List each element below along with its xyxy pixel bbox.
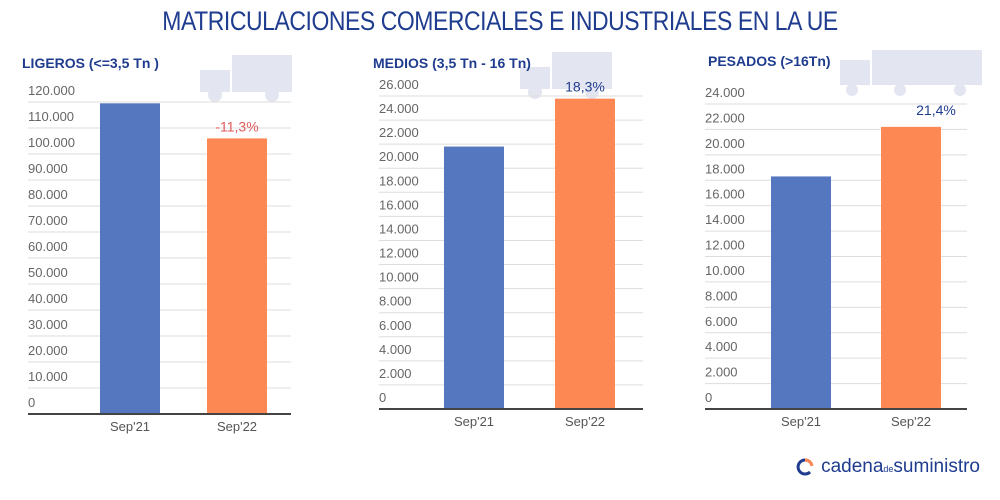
y-tick-label: 10.000 xyxy=(379,270,419,285)
bar-sep21 xyxy=(444,146,504,410)
y-tick-label: 10.000 xyxy=(28,369,68,384)
y-tick-label: 120.000 xyxy=(28,83,75,98)
change-annotation: 18,3% xyxy=(565,79,605,95)
y-tick-label: 18.000 xyxy=(705,161,745,176)
y-tick-label: 2.000 xyxy=(705,365,738,380)
bar-sep21 xyxy=(771,176,831,409)
y-tick-label: 12.000 xyxy=(705,238,745,253)
y-tick-label: 100.000 xyxy=(28,135,75,150)
y-tick-label: 14.000 xyxy=(379,221,419,236)
y-tick-label: 6.000 xyxy=(705,314,738,329)
page-title: MATRICULACIONES COMERCIALES E INDUSTRIAL… xyxy=(162,6,838,36)
van-icon xyxy=(200,55,292,102)
y-tick-label: 0 xyxy=(705,390,712,405)
y-tick-label: 14.000 xyxy=(705,212,745,227)
trailer-truck-icon xyxy=(840,50,982,96)
x-tick-label: Sep'21 xyxy=(781,414,821,429)
change-annotation: -11,3% xyxy=(215,118,258,134)
y-tick-label: 80.000 xyxy=(28,187,68,202)
y-tick-label: 22.000 xyxy=(379,125,419,140)
y-tick-label: 0 xyxy=(379,390,386,405)
y-tick-label: 70.000 xyxy=(28,213,68,228)
chart-title: LIGEROS (<=3,5 Tn ) xyxy=(22,55,159,71)
bar-sep22 xyxy=(207,138,267,414)
y-tick-label: 16.000 xyxy=(705,187,745,202)
y-tick-label: 30.000 xyxy=(28,317,68,332)
y-tick-label: 6.000 xyxy=(379,318,412,333)
y-tick-label: 8.000 xyxy=(379,294,412,309)
change-annotation: 21,4% xyxy=(916,102,956,118)
logo-text: cadena xyxy=(821,456,884,477)
truck-icon xyxy=(520,52,612,99)
y-tick-label: 2.000 xyxy=(379,366,412,381)
y-tick-label: 40.000 xyxy=(28,291,68,306)
y-tick-label: 10.000 xyxy=(705,263,745,278)
y-tick-label: 18.000 xyxy=(379,173,419,188)
chart-title: PESADOS (>16Tn) xyxy=(708,53,831,69)
y-tick-label: 110.000 xyxy=(28,109,74,124)
y-tick-label: 16.000 xyxy=(379,197,419,212)
y-tick-label: 20.000 xyxy=(28,343,68,358)
y-tick-label: 90.000 xyxy=(28,161,68,176)
x-tick-label: Sep'22 xyxy=(217,419,257,434)
x-tick-label: Sep'22 xyxy=(891,414,931,429)
bar-sep22 xyxy=(555,98,615,409)
y-tick-label: 4.000 xyxy=(379,342,412,357)
y-tick-label: 0 xyxy=(28,395,35,410)
y-tick-label: 26.000 xyxy=(379,77,419,92)
bar-sep21 xyxy=(100,103,160,415)
y-tick-label: 20.000 xyxy=(705,136,745,151)
logo-icon xyxy=(796,458,814,476)
y-tick-label: 50.000 xyxy=(28,265,68,280)
x-tick-label: Sep'21 xyxy=(454,414,494,429)
bar-sep22 xyxy=(881,126,941,409)
x-tick-label: Sep'21 xyxy=(110,419,150,434)
chart-title: MEDIOS (3,5 Tn - 16 Tn) xyxy=(373,55,531,71)
y-tick-label: 8.000 xyxy=(705,288,738,303)
y-tick-label: 4.000 xyxy=(705,339,738,354)
logo-text-small: de xyxy=(883,464,894,474)
y-tick-label: 12.000 xyxy=(379,246,419,261)
x-tick-label: Sep'22 xyxy=(565,414,605,429)
logo: cadenadesuministro xyxy=(795,456,980,478)
logo-text-end: suministro xyxy=(893,456,980,477)
y-tick-label: 60.000 xyxy=(28,239,68,254)
y-tick-label: 24.000 xyxy=(705,85,745,100)
y-tick-label: 24.000 xyxy=(379,101,419,116)
y-tick-label: 22.000 xyxy=(705,110,745,125)
y-tick-label: 20.000 xyxy=(379,149,419,164)
